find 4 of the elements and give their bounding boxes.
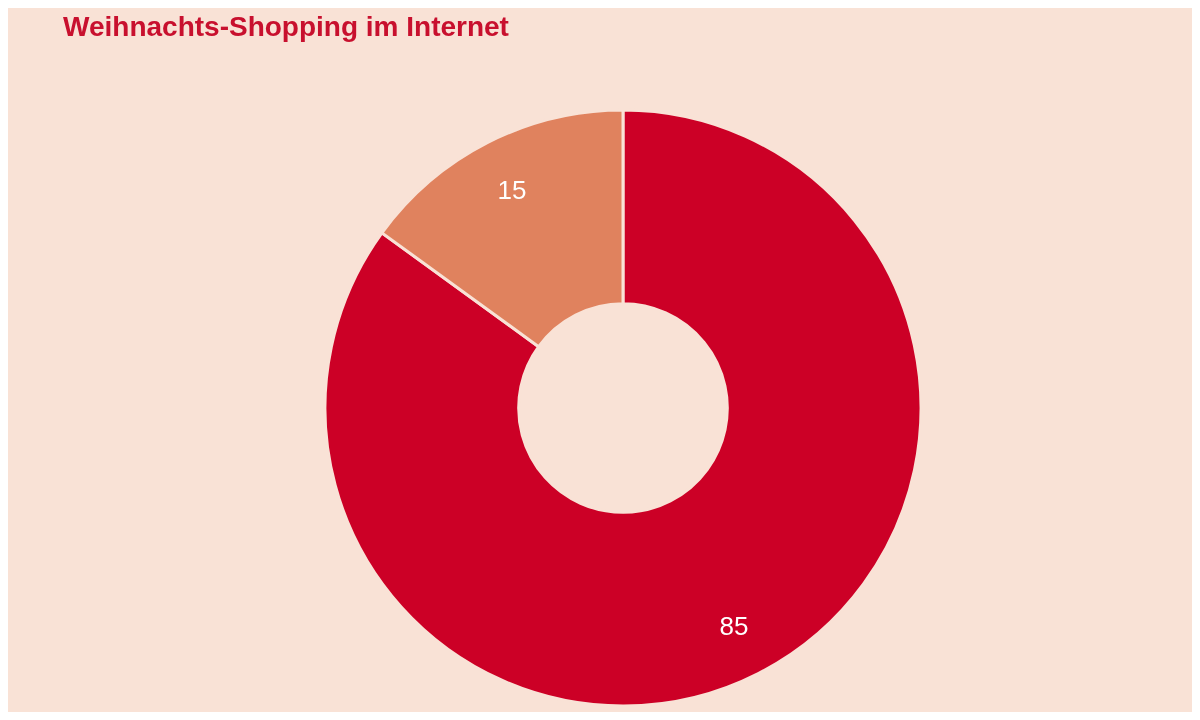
chart-title: Weihnachts-Shopping im Internet <box>63 11 509 42</box>
data-label: 85 <box>719 610 749 641</box>
data-label: 15 <box>497 175 527 206</box>
donut-slice <box>323 108 923 708</box>
